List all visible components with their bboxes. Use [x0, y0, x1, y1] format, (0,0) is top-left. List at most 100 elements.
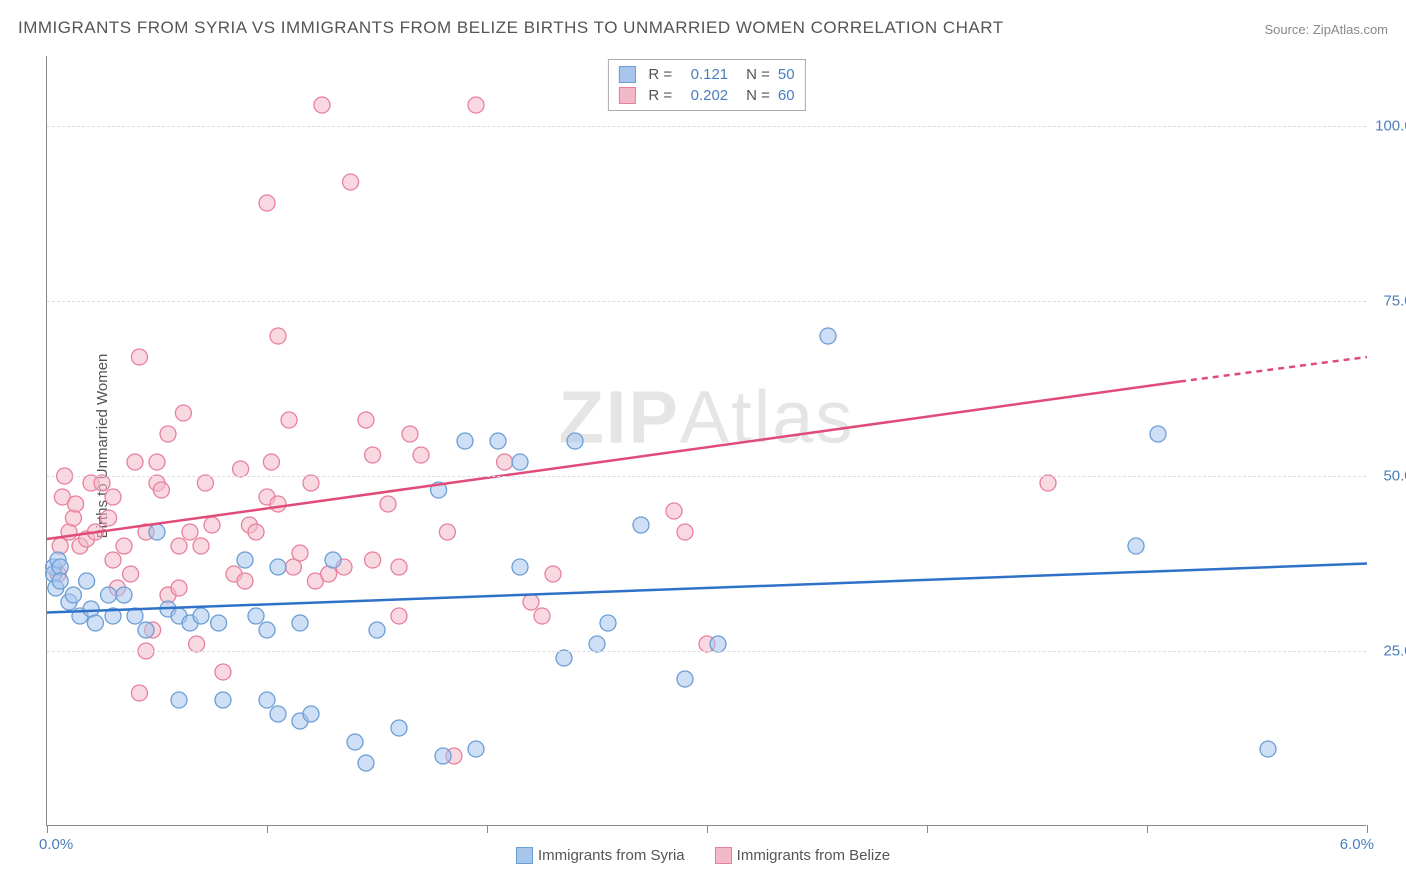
syria-point	[237, 552, 253, 568]
belize-point	[105, 552, 121, 568]
belize-point	[402, 426, 418, 442]
syria-point	[633, 517, 649, 533]
belize-point	[94, 475, 110, 491]
syria-point	[211, 615, 227, 631]
y-tick-label: 100.0%	[1375, 118, 1406, 135]
syria-point	[171, 692, 187, 708]
syria-point	[556, 650, 572, 666]
belize-point	[153, 482, 169, 498]
belize-swatch	[618, 87, 635, 104]
belize-point	[68, 496, 84, 512]
belize-point	[175, 405, 191, 421]
belize-point	[1040, 475, 1056, 491]
syria-point	[259, 622, 275, 638]
syria-point	[87, 615, 103, 631]
syria-point	[248, 608, 264, 624]
x-axis-min-label: 0.0%	[39, 836, 73, 853]
syria-point	[468, 741, 484, 757]
belize-point	[263, 454, 279, 470]
x-axis-max-label: 6.0%	[1340, 836, 1374, 853]
syria-point	[512, 454, 528, 470]
belize-point	[123, 566, 139, 582]
syria-point	[52, 573, 68, 589]
belize-point	[270, 328, 286, 344]
belize-point	[380, 496, 396, 512]
x-tick	[1147, 825, 1148, 833]
source-attribution: Source: ZipAtlas.com	[1264, 22, 1388, 37]
syria-point	[490, 433, 506, 449]
belize-point	[215, 664, 231, 680]
plot-area: ZIPAtlas R =0.121N =50R =0.202N =60 0.0%…	[46, 56, 1366, 826]
belize-point	[116, 538, 132, 554]
belize-point	[127, 454, 143, 470]
belize-point	[193, 538, 209, 554]
belize-point	[182, 524, 198, 540]
syria-point	[589, 636, 605, 652]
legend: Immigrants from Syria Immigrants from Bel…	[516, 847, 890, 864]
belize-point	[343, 174, 359, 190]
syria-point	[1260, 741, 1276, 757]
belize-trendline-extrapolated	[1180, 357, 1367, 382]
belize-point	[365, 552, 381, 568]
belize-point	[413, 447, 429, 463]
belize-point	[523, 594, 539, 610]
belize-point	[391, 559, 407, 575]
belize-point	[105, 489, 121, 505]
belize-point	[365, 447, 381, 463]
belize-point	[281, 412, 297, 428]
belize-point	[666, 503, 682, 519]
syria-point	[270, 559, 286, 575]
x-tick	[267, 825, 268, 833]
syria-point	[325, 552, 341, 568]
belize-point	[292, 545, 308, 561]
syria-point	[358, 755, 374, 771]
y-tick-label: 75.0%	[1383, 293, 1406, 310]
belize-point	[497, 454, 513, 470]
n-value: 60	[778, 87, 795, 104]
belize-point	[131, 349, 147, 365]
belize-point	[189, 636, 205, 652]
syria-legend-swatch	[516, 847, 533, 864]
syria-point	[1150, 426, 1166, 442]
syria-point	[820, 328, 836, 344]
belize-point	[248, 524, 264, 540]
legend-item-syria: Immigrants from Syria	[516, 847, 685, 864]
belize-point	[303, 475, 319, 491]
syria-point	[391, 720, 407, 736]
belize-point	[233, 461, 249, 477]
syria-point	[292, 615, 308, 631]
gridline	[47, 301, 1366, 302]
syria-swatch	[618, 66, 635, 83]
belize-point	[468, 97, 484, 113]
belize-point	[160, 426, 176, 442]
y-tick-label: 50.0%	[1383, 468, 1406, 485]
belize-legend-swatch	[715, 847, 732, 864]
syria-point	[512, 559, 528, 575]
chart-svg	[47, 56, 1366, 825]
belize-point	[52, 538, 68, 554]
syria-point	[193, 608, 209, 624]
belize-point	[171, 580, 187, 596]
legend-label: Immigrants from Syria	[538, 847, 685, 864]
r-label: R =	[648, 66, 672, 83]
syria-point	[567, 433, 583, 449]
gridline	[47, 126, 1366, 127]
y-tick-label: 25.0%	[1383, 643, 1406, 660]
syria-point	[435, 748, 451, 764]
belize-point	[358, 412, 374, 428]
syria-point	[259, 692, 275, 708]
syria-point	[79, 573, 95, 589]
legend-item-belize: Immigrants from Belize	[715, 847, 890, 864]
syria-point	[101, 587, 117, 603]
gridline	[47, 651, 1366, 652]
belize-point	[439, 524, 455, 540]
gridline	[47, 476, 1366, 477]
belize-trendline	[47, 382, 1180, 540]
syria-point	[710, 636, 726, 652]
syria-point	[369, 622, 385, 638]
syria-point	[457, 433, 473, 449]
syria-point	[138, 622, 154, 638]
belize-point	[259, 195, 275, 211]
stats-row-syria: R =0.121N =50	[618, 64, 794, 85]
syria-point	[347, 734, 363, 750]
